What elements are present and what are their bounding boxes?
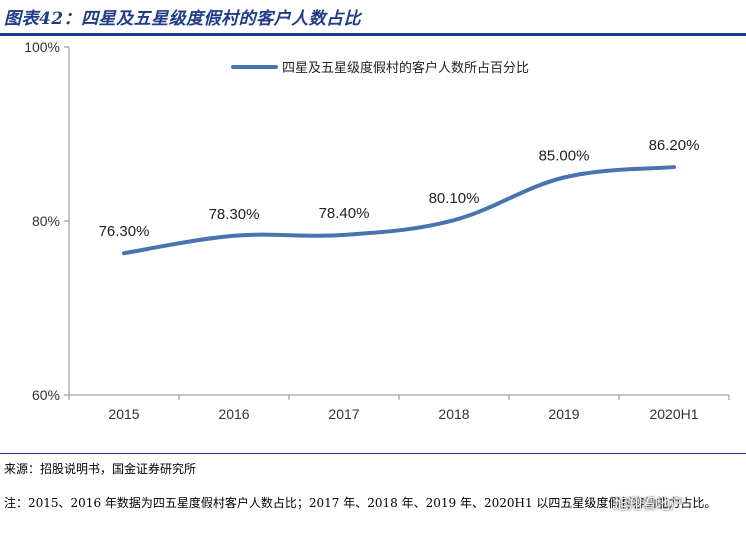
x-tick-label: 2017 xyxy=(328,406,359,422)
data-label: 80.10% xyxy=(429,190,480,207)
y-tick-label: 80% xyxy=(32,213,60,229)
x-tick-label: 2018 xyxy=(438,406,469,422)
x-tick-label: 2019 xyxy=(548,406,579,422)
data-label: 76.30% xyxy=(99,223,150,240)
x-tick-label: 2020H1 xyxy=(649,406,698,422)
x-tick-label: 2016 xyxy=(218,406,249,422)
y-tick-label: 100% xyxy=(24,39,60,55)
note-text: 注：2015、2016 年数据为四五星度假村客户人数占比；2017 年、2018… xyxy=(4,496,717,510)
chart-axes: 60% 80% 100% 2015 2016 2017 2018 2019 2020H1 xyxy=(24,39,730,422)
data-label: 85.00% xyxy=(539,148,590,165)
y-tick-label: 60% xyxy=(32,387,60,403)
chart-legend: 四星及五星级度假村的客户人数所占百分比 xyxy=(231,60,529,76)
source-text: 来源：招股说明书，国金证券研究所 xyxy=(4,462,197,476)
figure-title: 图表42：四星及五星级度假村的客户人数占比 xyxy=(4,9,362,29)
data-label: 78.30% xyxy=(209,206,260,223)
source-divider xyxy=(0,453,746,454)
watermark: 旭翔看地产 xyxy=(614,497,684,513)
x-tick-label: 2015 xyxy=(108,406,139,422)
data-label: 78.40% xyxy=(319,205,370,222)
data-label: 86.20% xyxy=(649,137,700,154)
chart-data-labels: 76.30% 78.30% 78.40% 80.10% 85.00% 86.20% xyxy=(99,137,700,240)
line-chart: 60% 80% 100% 2015 2016 2017 2018 2019 2020H1 四星及… xyxy=(24,39,730,422)
series-line xyxy=(122,165,676,256)
chart-series xyxy=(122,165,676,256)
legend-label: 四星及五星级度假村的客户人数所占百分比 xyxy=(282,60,529,76)
title-divider xyxy=(0,33,746,36)
